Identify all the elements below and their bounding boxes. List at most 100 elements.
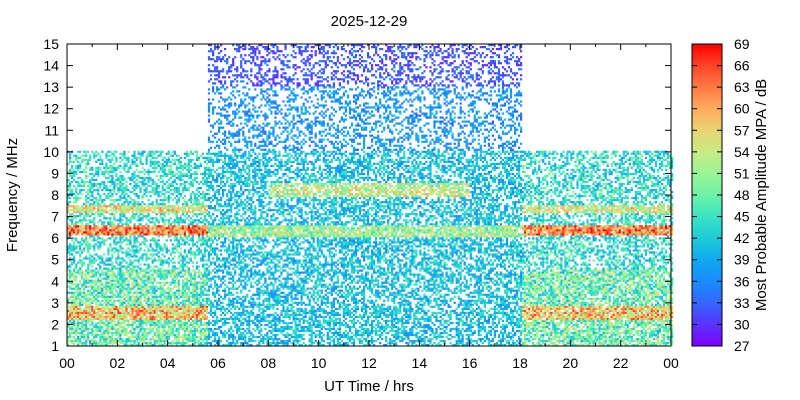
heatmap-cell xyxy=(199,172,203,176)
heatmap-cell xyxy=(183,195,186,198)
heatmap-cell xyxy=(71,195,74,198)
heatmap-cell xyxy=(67,313,70,316)
heatmap-cell xyxy=(131,251,134,254)
heatmap-cell xyxy=(151,166,154,169)
heatmap-cell xyxy=(157,340,160,343)
heatmap-cell xyxy=(157,221,160,224)
heatmap-cell xyxy=(101,162,104,165)
heatmap-cell xyxy=(71,245,74,248)
heatmap-cell xyxy=(167,233,170,236)
heatmap-cell xyxy=(175,201,178,204)
heatmap-cell xyxy=(145,331,148,335)
heatmap-cell xyxy=(218,219,221,222)
heatmap-cell xyxy=(161,277,164,280)
heatmap-cell xyxy=(191,319,194,322)
heatmap-cell xyxy=(79,189,82,192)
heatmap-cell xyxy=(153,156,156,159)
heatmap-cell xyxy=(119,329,122,333)
heatmap-cell xyxy=(71,160,74,163)
heatmap-cell xyxy=(97,203,100,206)
heatmap-cell xyxy=(145,299,148,302)
heatmap-cell xyxy=(189,317,192,320)
heatmap-cell xyxy=(113,168,116,171)
heatmap-cell xyxy=(135,309,138,312)
heatmap-cell xyxy=(197,199,201,202)
heatmap-cell xyxy=(181,289,184,292)
heatmap-cell xyxy=(71,299,74,302)
heatmap-cell xyxy=(101,342,104,345)
heatmap-cell xyxy=(173,269,176,272)
heatmap-cell xyxy=(111,293,114,296)
heatmap-cell xyxy=(73,295,76,298)
heatmap-cell xyxy=(189,275,192,278)
heatmap-cell xyxy=(207,231,211,234)
heatmap-cell xyxy=(143,329,146,333)
heatmap-cell xyxy=(119,245,122,248)
heatmap-cell xyxy=(89,309,92,312)
heatmap-cell xyxy=(222,195,225,198)
heatmap-cell xyxy=(105,297,108,300)
heatmap-cell xyxy=(133,309,136,312)
heatmap-cell xyxy=(220,178,223,182)
heatmap-cell xyxy=(131,277,134,280)
heatmap-cell xyxy=(153,162,156,165)
heatmap-cell xyxy=(163,207,166,210)
heatmap-cell xyxy=(87,335,90,339)
heatmap-cell xyxy=(149,315,152,318)
heatmap-cell xyxy=(153,182,156,186)
heatmap-cell xyxy=(209,70,213,73)
heatmap-cell xyxy=(197,275,201,278)
heatmap-cell xyxy=(177,313,180,316)
heatmap-cell xyxy=(193,150,196,153)
heatmap-cell xyxy=(117,287,120,290)
heatmap-cell xyxy=(167,327,170,331)
heatmap-cell xyxy=(123,233,126,236)
heatmap-cell xyxy=(151,303,154,306)
heatmap-cell xyxy=(197,287,201,290)
heatmap-cell xyxy=(205,311,209,314)
heatmap-cell xyxy=(89,184,92,188)
heatmap-cell xyxy=(77,205,80,208)
heatmap-cell xyxy=(77,176,80,180)
heatmap-cell xyxy=(199,217,203,220)
heatmap-cell xyxy=(125,307,128,310)
heatmap-cell xyxy=(97,172,100,176)
heatmap-cell xyxy=(149,281,152,284)
heatmap-cell xyxy=(185,317,188,320)
heatmap-cell xyxy=(220,213,223,216)
heatmap-cell xyxy=(173,231,176,234)
heatmap-cell xyxy=(95,315,98,318)
heatmap-cell xyxy=(83,261,86,264)
heatmap-cell xyxy=(222,227,225,230)
heatmap-cell xyxy=(187,261,190,264)
heatmap-cell xyxy=(197,342,201,345)
heatmap-cell xyxy=(69,180,72,184)
heatmap-cell xyxy=(191,152,194,155)
heatmap-cell xyxy=(155,189,158,192)
heatmap-cell xyxy=(173,305,176,308)
heatmap-cell xyxy=(105,342,108,345)
heatmap-cell xyxy=(141,257,144,260)
heatmap-cell xyxy=(81,265,84,268)
heatmap-cell xyxy=(135,281,138,284)
heatmap-cell xyxy=(214,279,217,282)
heatmap-cell xyxy=(165,261,168,264)
heatmap-cell xyxy=(137,321,140,325)
heatmap-cell xyxy=(203,239,207,242)
heatmap-cell xyxy=(171,174,174,178)
heatmap-cell xyxy=(101,315,104,318)
heatmap-cell xyxy=(87,213,90,216)
heatmap-cell xyxy=(135,313,138,316)
heatmap-cell xyxy=(87,201,90,204)
heatmap-cell xyxy=(189,237,192,240)
heatmap-cell xyxy=(189,205,192,208)
heatmap-cell xyxy=(165,180,168,184)
heatmap-cell xyxy=(105,269,108,272)
heatmap-cell xyxy=(171,267,174,270)
heatmap-cell xyxy=(135,249,138,252)
heatmap-cell xyxy=(187,317,190,320)
heatmap-cell xyxy=(207,293,211,296)
heatmap-cell xyxy=(67,162,70,165)
heatmap-cell xyxy=(81,207,84,210)
heatmap-cell xyxy=(97,166,100,169)
